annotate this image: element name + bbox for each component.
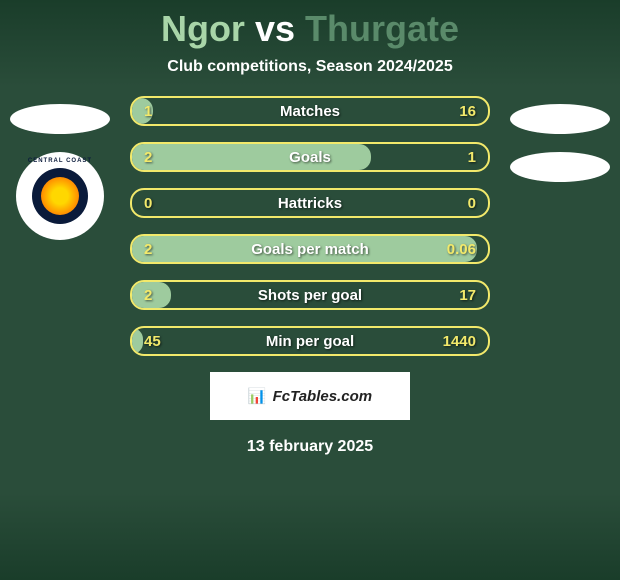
bar-label: Hattricks: [132, 190, 488, 216]
bar-label: Shots per goal: [132, 282, 488, 308]
brand-text: FcTables.com: [273, 388, 372, 405]
badge-text: CENTRAL COAST: [16, 158, 104, 164]
bar-label: Goals per match: [132, 236, 488, 262]
content: CENTRAL COAST 1Matches162Goals10Hattrick…: [0, 96, 620, 456]
player1-name: Ngor: [161, 8, 245, 49]
bar-right-value: 17: [459, 282, 476, 308]
team-badge-placeholder: [10, 104, 110, 134]
vs-label: vs: [255, 8, 295, 49]
right-badges: [508, 96, 612, 200]
team-badge-placeholder: [510, 152, 610, 182]
footer-date: 13 february 2025: [0, 438, 620, 456]
stats-bars: 1Matches162Goals10Hattricks02Goals per m…: [130, 96, 490, 356]
stat-bar: 2Goals1: [130, 142, 490, 172]
stat-bar: 2Shots per goal17: [130, 280, 490, 310]
badge-inner: [32, 168, 88, 224]
comparison-title: Ngor vs Thurgate: [0, 0, 620, 50]
bar-label: Min per goal: [132, 328, 488, 354]
stat-bar: 1Matches16: [130, 96, 490, 126]
left-badges: CENTRAL COAST: [8, 96, 112, 240]
player2-name: Thurgate: [305, 8, 459, 49]
bar-right-value: 1: [468, 144, 476, 170]
brand-box[interactable]: 📊 FcTables.com: [210, 372, 410, 420]
bar-right-value: 16: [459, 98, 476, 124]
bar-label: Goals: [132, 144, 488, 170]
team-badge-placeholder: [510, 104, 610, 134]
stat-bar: 45Min per goal1440: [130, 326, 490, 356]
bar-right-value: 0.06: [447, 236, 476, 262]
badge-ball-icon: [41, 177, 79, 215]
stat-bar: 2Goals per match0.06: [130, 234, 490, 264]
bar-right-value: 1440: [443, 328, 476, 354]
team-badge-mariners: CENTRAL COAST: [16, 152, 104, 240]
bar-label: Matches: [132, 98, 488, 124]
subtitle: Club competitions, Season 2024/2025: [0, 58, 620, 76]
brand-chart-icon: 📊: [248, 387, 267, 405]
stat-bar: 0Hattricks0: [130, 188, 490, 218]
bar-right-value: 0: [468, 190, 476, 216]
